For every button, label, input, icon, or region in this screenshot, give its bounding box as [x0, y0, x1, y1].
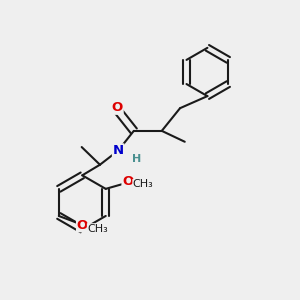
Text: H: H: [132, 154, 141, 164]
Text: N: N: [112, 144, 124, 157]
Text: CH₃: CH₃: [87, 224, 108, 234]
Text: O: O: [122, 175, 134, 188]
Text: O: O: [112, 101, 123, 114]
Text: CH₃: CH₃: [133, 179, 154, 190]
Text: O: O: [77, 219, 88, 232]
